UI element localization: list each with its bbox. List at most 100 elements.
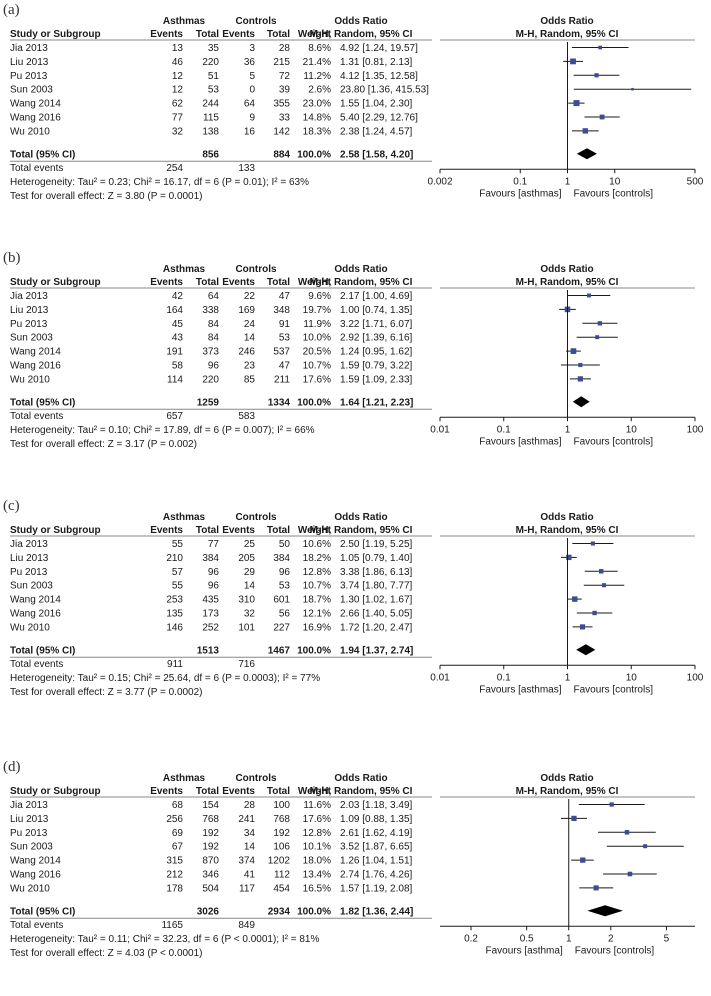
favours-right-label: Favours [controls] (575, 945, 655, 956)
study-name: Wang 2014 (10, 856, 61, 867)
events-value: 77 (172, 113, 184, 124)
total-value: 348 (273, 305, 290, 316)
total-events-value: 133 (238, 163, 255, 174)
total-value: 244 (202, 99, 219, 110)
total-value: 96 (279, 567, 291, 578)
total-value: 227 (273, 622, 290, 633)
or-ci-value: 3.74 [1.80, 7.77] (340, 581, 413, 592)
x-tick-label: 10 (626, 424, 638, 435)
study-marker (566, 554, 572, 561)
total-events-value: 1165 (161, 920, 183, 931)
study-marker (624, 830, 630, 835)
events-value: 14 (244, 581, 256, 592)
study-name: Wang 2014 (10, 595, 61, 606)
summary-diamond (572, 396, 590, 408)
events-value: 5 (249, 71, 255, 82)
or-ci-value: 2.03 [1.18, 3.49] (340, 800, 413, 811)
total-value: 47 (279, 361, 291, 372)
total-value: 252 (202, 622, 219, 633)
events-value: 67 (172, 842, 184, 853)
favours-left-label: Favours [asthmas] (479, 188, 561, 199)
or-method-header: M-H, Random, 95% CI (310, 29, 413, 40)
total-events-value: 657 (166, 411, 183, 422)
total-value: 1202 (268, 856, 291, 867)
panel-label: (c) (3, 498, 20, 514)
weight-value: 8.6% (308, 43, 331, 54)
events-value: 25 (244, 539, 256, 550)
or-ci-value: 1.05 [0.79, 1.40] (340, 553, 413, 564)
or-ci-value: 1.30 [1.02, 1.67] (340, 595, 413, 606)
panel-label: (a) (3, 2, 20, 18)
events-header: Events (222, 525, 255, 536)
or-ci-value: 2.92 [1.39, 6.16] (340, 333, 413, 344)
total-value: 96 (208, 567, 220, 578)
events-value: 45 (172, 319, 184, 330)
total-n2: 2934 (268, 906, 291, 917)
events-header: Events (150, 786, 183, 797)
total-value: 51 (208, 71, 220, 82)
overall-effect-text: Test for overall effect: Z = 3.77 (P = 0… (10, 687, 203, 698)
events-value: 9 (249, 113, 255, 124)
favours-left-label: Favours [asthmas] (479, 684, 561, 695)
study-marker (573, 100, 580, 107)
total-events-label: Total events (10, 659, 63, 670)
x-tick-label: 0.1 (497, 672, 511, 683)
events-value: 12 (172, 71, 184, 82)
events-value: 114 (167, 374, 183, 385)
events-header: Events (222, 277, 255, 288)
or-ci-value: 2.66 [1.40, 5.05] (340, 609, 413, 620)
total-value: 64 (208, 291, 220, 302)
total-value: 215 (273, 57, 290, 68)
events-value: 12 (172, 85, 184, 96)
panel-label: (b) (3, 250, 21, 266)
total-value: 72 (279, 71, 291, 82)
total-value: 220 (202, 374, 219, 385)
total-value: 338 (202, 305, 219, 316)
study-marker (597, 321, 603, 326)
total-value: 870 (202, 856, 219, 867)
events-value: 315 (166, 856, 183, 867)
total-header: Total (196, 29, 219, 40)
study-marker (595, 335, 600, 340)
events-value: 32 (244, 609, 256, 620)
events-value: 256 (166, 814, 183, 825)
events-value: 22 (244, 291, 256, 302)
total-value: 100 (273, 800, 290, 811)
total-value: 28 (279, 43, 291, 54)
total-value: 537 (273, 347, 290, 358)
total-n1: 1513 (197, 645, 220, 656)
study-marker (592, 610, 597, 616)
or-ci-value: 1.55 [1.04, 2.30] (340, 99, 413, 110)
events-value: 246 (238, 347, 255, 358)
summary-diamond (576, 644, 596, 656)
weight-value: 10.7% (303, 361, 331, 372)
total-n2: 884 (273, 149, 290, 160)
study-marker (601, 583, 607, 588)
plot-header: Odds Ratio (540, 16, 593, 27)
plot-header: Odds Ratio (540, 512, 593, 523)
study-marker (579, 624, 586, 630)
total-value: 112 (274, 870, 290, 881)
total-value: 192 (202, 842, 219, 853)
events-header: Events (222, 786, 255, 797)
study-marker (599, 114, 605, 120)
study-marker (578, 362, 583, 368)
group1-header: Asthmas (163, 264, 206, 275)
study-name: Pu 2013 (10, 567, 48, 578)
total-n1: 856 (202, 149, 219, 160)
total-events-label: Total events (10, 163, 63, 174)
plot-header: Odds Ratio (540, 773, 593, 784)
study-marker (587, 293, 591, 298)
total-header: Total (267, 29, 290, 40)
events-header: Events (150, 29, 183, 40)
total-value: 106 (273, 842, 290, 853)
events-value: 42 (172, 291, 184, 302)
events-value: 34 (244, 828, 256, 839)
favours-left-label: Favours [asthmas] (479, 436, 561, 447)
total-value: 35 (208, 43, 220, 54)
forest-plot-svg: Asthmas Controls Odds Ratio Odds Ratio Study… (10, 773, 695, 959)
total-or-ci: 2.58 [1.58, 4.20] (340, 149, 413, 160)
weight-value: 18.7% (303, 595, 331, 606)
study-marker (577, 376, 583, 382)
x-tick-label: 0.5 (520, 933, 534, 944)
